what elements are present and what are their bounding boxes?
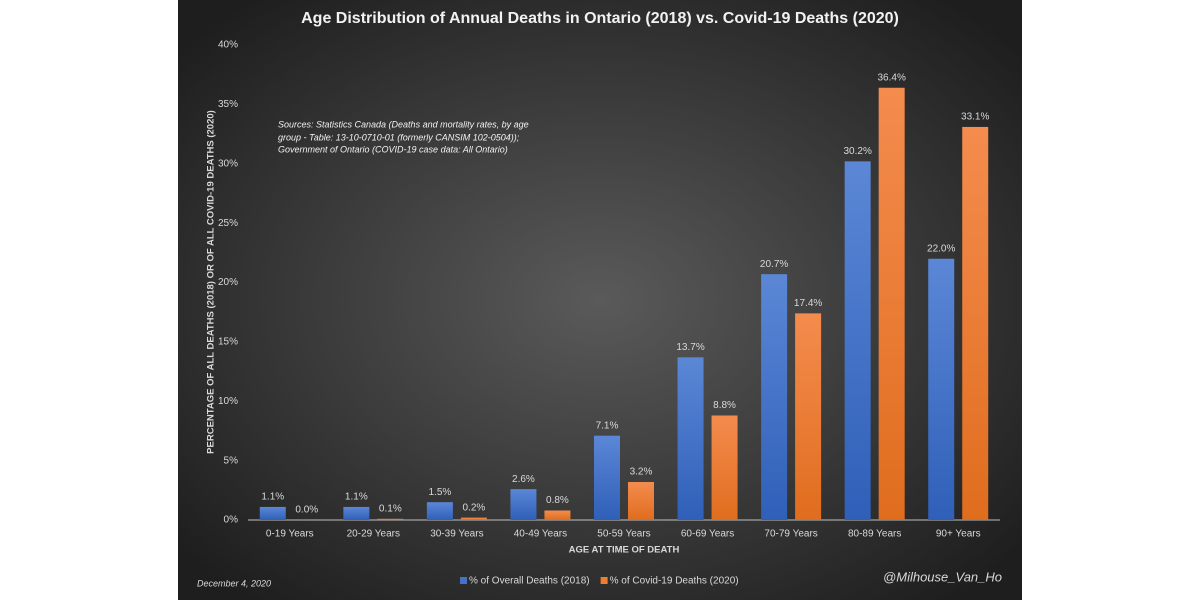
- bar: [426, 502, 453, 520]
- bar: [711, 415, 738, 520]
- data-label: 0.2%: [462, 502, 485, 513]
- chart-title: Age Distribution of Annual Deaths in Ont…: [301, 10, 899, 27]
- x-tick-label: 0-19 Years: [266, 529, 314, 540]
- x-tick-label: 90+ Years: [936, 529, 981, 540]
- y-tick-label: 30%: [218, 158, 238, 169]
- date: December 4, 2020: [197, 578, 271, 588]
- bar: [761, 274, 788, 520]
- bar: [460, 517, 487, 520]
- bar: [878, 87, 905, 520]
- data-label: 1.1%: [261, 492, 284, 503]
- y-tick-label: 40%: [218, 40, 238, 51]
- data-label: 33.1%: [961, 112, 989, 123]
- data-label: 30.2%: [843, 146, 871, 157]
- x-axis-label: AGE AT TIME OF DEATH: [569, 545, 680, 556]
- bar: [544, 510, 571, 520]
- x-tick-label: 60-69 Years: [681, 529, 734, 540]
- data-label: 0.8%: [546, 495, 569, 506]
- legend-label: % of Overall Deaths (2018): [469, 576, 590, 587]
- bar: [343, 506, 370, 520]
- bar: [928, 258, 955, 520]
- data-label: 0.1%: [379, 503, 402, 514]
- bar: [510, 489, 537, 520]
- bar: [377, 518, 404, 520]
- data-label: 0.0%: [295, 505, 318, 516]
- x-tick-label: 20-29 Years: [347, 529, 400, 540]
- data-label: 7.1%: [596, 420, 619, 431]
- data-label: 17.4%: [794, 298, 822, 309]
- y-tick-label: 15%: [218, 337, 238, 348]
- x-tick-label: 40-49 Years: [514, 529, 567, 540]
- credit: @Milhouse_Van_Ho: [883, 569, 1002, 584]
- bar: [677, 357, 704, 520]
- y-tick-label: 25%: [218, 218, 238, 229]
- data-label: 22.0%: [927, 243, 955, 254]
- y-tick-label: 5%: [224, 455, 239, 466]
- x-tick-label: 70-79 Years: [764, 529, 817, 540]
- y-axis-label: PERCENTAGE OF ALL DEATHS (2018) OR OF AL…: [206, 110, 217, 454]
- source-note: group - Table: 13-10-0710-01 (formerly C…: [278, 132, 520, 142]
- x-tick-label: 50-59 Years: [597, 529, 650, 540]
- data-label: 8.8%: [713, 400, 736, 411]
- legend-swatch: [600, 577, 608, 584]
- x-tick-label: 80-89 Years: [848, 529, 901, 540]
- source-note: Sources: Statistics Canada (Deaths and m…: [278, 119, 529, 129]
- bar: [259, 506, 286, 520]
- legend-label: % of Covid-19 Deaths (2020): [610, 576, 739, 587]
- y-tick-label: 10%: [218, 396, 238, 407]
- data-label: 2.6%: [512, 474, 535, 485]
- bar: [594, 435, 620, 520]
- x-tick-label: 30-39 Years: [430, 529, 483, 540]
- data-label: 20.7%: [760, 259, 788, 270]
- bar: [844, 161, 871, 520]
- data-label: 1.1%: [345, 492, 368, 503]
- legend-swatch: [460, 577, 467, 584]
- data-label: 3.2%: [630, 467, 653, 478]
- data-label: 13.7%: [676, 342, 704, 353]
- source-note: Government of Ontario (COVID-19 case dat…: [278, 144, 508, 154]
- y-tick-label: 0%: [224, 515, 239, 526]
- bar: [795, 313, 822, 520]
- bar: [628, 482, 654, 520]
- data-label: 1.5%: [428, 487, 451, 498]
- data-label: 36.4%: [877, 72, 905, 83]
- y-tick-label: 20%: [218, 277, 238, 288]
- y-tick-label: 35%: [218, 99, 238, 110]
- bar: [962, 126, 989, 520]
